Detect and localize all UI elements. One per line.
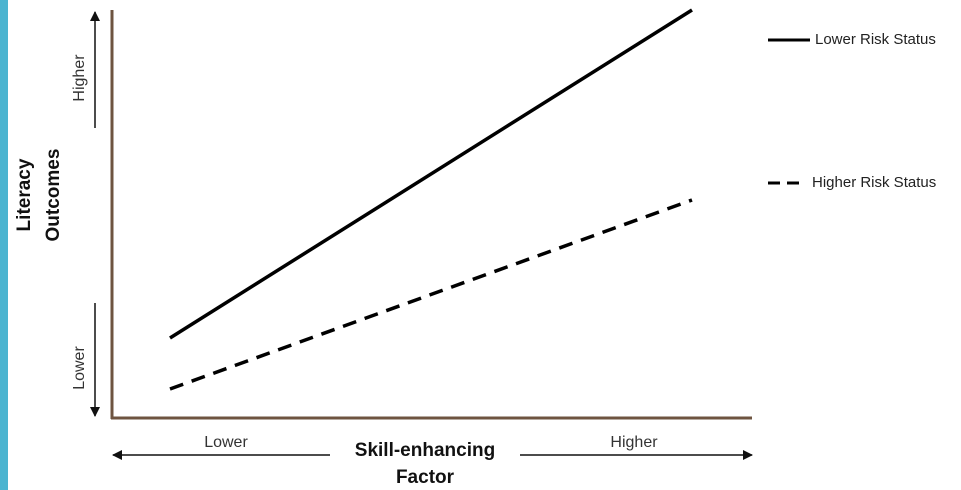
x-title: Factor: [396, 467, 455, 488]
y-title: Literacy: [14, 158, 35, 231]
higher-risk-line: [169, 198, 693, 391]
lower-risk-line: [169, 8, 693, 340]
legend-label: Lower Risk Status: [815, 31, 936, 48]
x-low-label: Lower: [204, 434, 248, 451]
y-low-label: Lower: [71, 346, 88, 390]
x-title: Skill-enhancing: [355, 440, 495, 461]
side-strip: [0, 0, 8, 490]
y-title: Outcomes: [43, 149, 64, 242]
y-high-label: Higher: [71, 54, 88, 102]
x-high-label: Higher: [610, 434, 658, 451]
legend-label: Higher Risk Status: [812, 174, 936, 191]
